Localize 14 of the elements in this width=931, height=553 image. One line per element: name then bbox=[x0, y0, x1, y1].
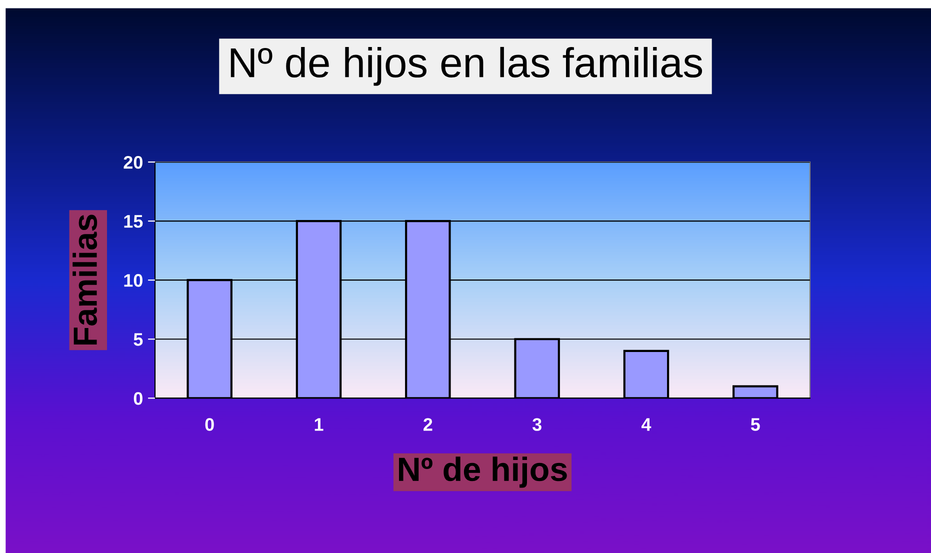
x-tick-label: 0 bbox=[205, 418, 214, 431]
y-tick-label: 20 bbox=[124, 156, 142, 169]
x-tick-label: 4 bbox=[641, 418, 652, 431]
y-tick-label: 10 bbox=[124, 274, 142, 287]
y-tick-label: 15 bbox=[124, 215, 143, 228]
y-tick-label: 5 bbox=[134, 333, 143, 346]
chart-title: Nº de hijos en las familias bbox=[230, 46, 702, 86]
x-axis-title: Nº de hijos bbox=[399, 456, 567, 488]
x-tick-label: 5 bbox=[750, 418, 760, 431]
x-tick-label: 3 bbox=[532, 418, 542, 431]
y-axis-title: Familias bbox=[72, 214, 98, 345]
x-tick-label: 1 bbox=[314, 418, 324, 431]
x-tick-label: 2 bbox=[424, 418, 432, 431]
y-tick-label: 0 bbox=[134, 392, 142, 405]
